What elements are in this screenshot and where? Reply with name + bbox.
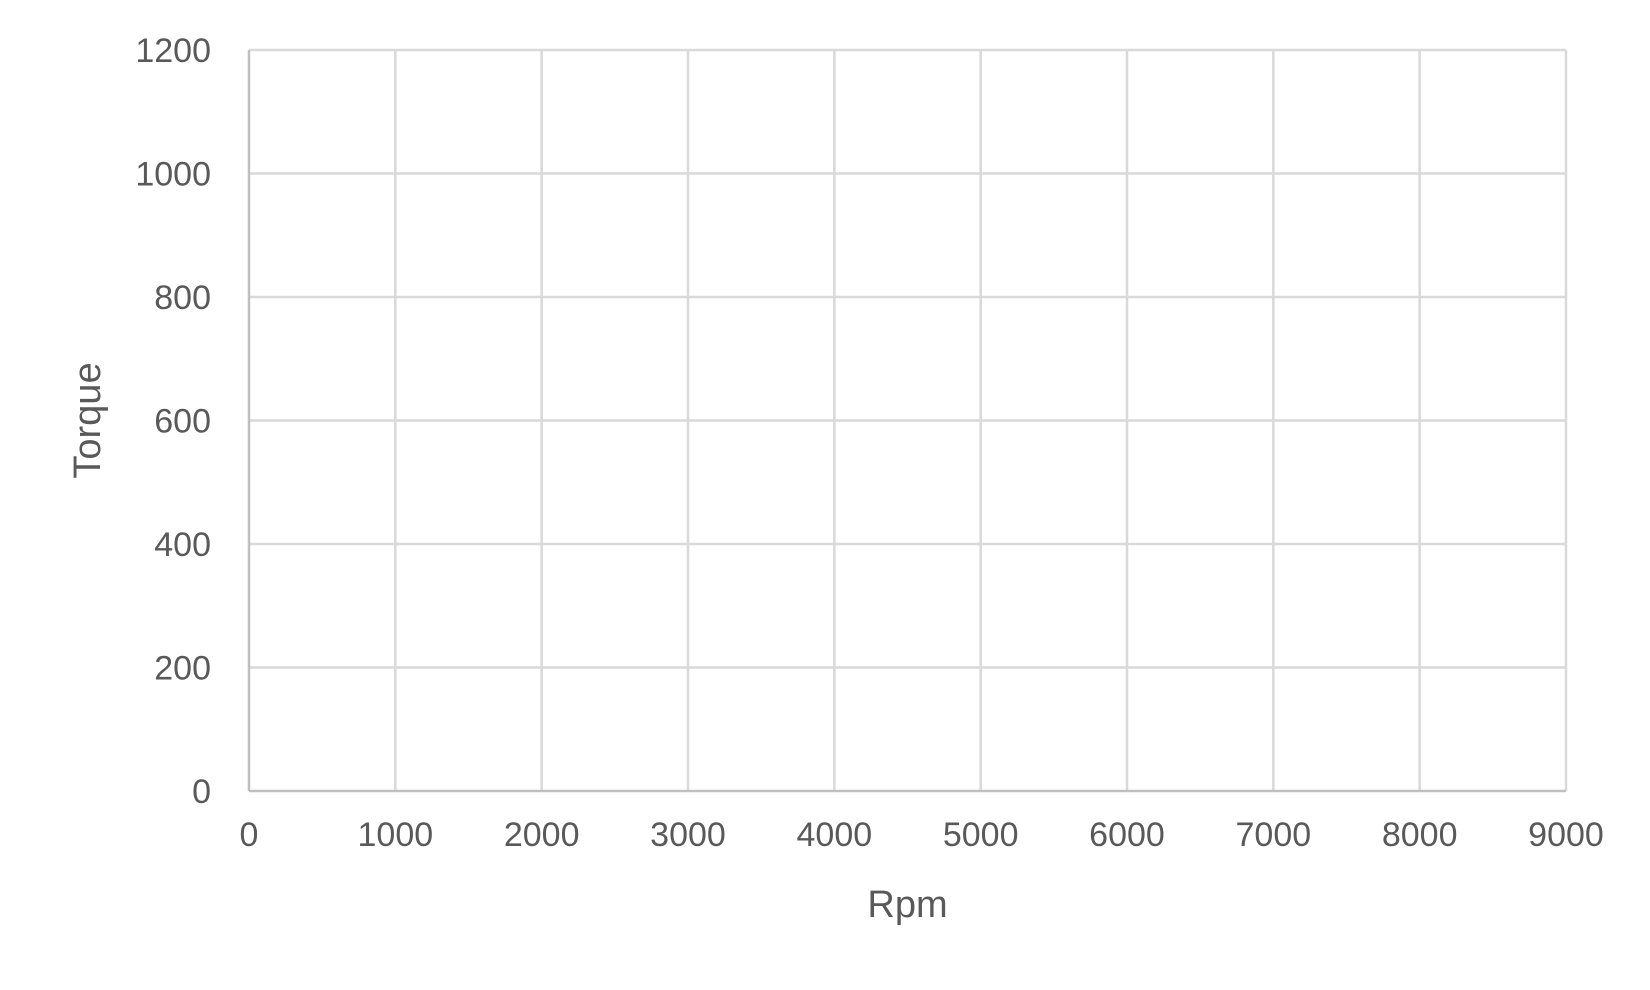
y-tick-label: 200	[154, 650, 211, 688]
x-tick-label: 3000	[650, 816, 726, 854]
grid-layer	[249, 48, 1568, 791]
y-tick-label: 1200	[135, 32, 211, 70]
y-axis-title: Torque	[67, 362, 109, 478]
y-tick-label: 600	[154, 403, 211, 441]
tick-label-layer: 0 200 400 600 800 1000 1200 0 1000 2000 3000 4000 50…	[135, 32, 1603, 854]
y-tick-label: 400	[154, 526, 211, 564]
x-tick-label: 1000	[358, 816, 434, 854]
x-tick-label: 9000	[1528, 816, 1604, 854]
y-tick-label: 0	[192, 773, 211, 811]
x-tick-label: 5000	[943, 816, 1019, 854]
y-tick-label: 800	[154, 279, 211, 317]
x-tick-label: 4000	[797, 816, 873, 854]
y-tick-label: 1000	[135, 156, 211, 194]
x-tick-label: 8000	[1382, 816, 1458, 854]
x-tick-label: 6000	[1089, 816, 1165, 854]
x-tick-label: 2000	[504, 816, 580, 854]
x-tick-label: 0	[240, 816, 259, 854]
x-axis-title: Rpm	[867, 884, 947, 926]
x-tick-label: 7000	[1236, 816, 1312, 854]
axis-layer	[247, 50, 1566, 793]
